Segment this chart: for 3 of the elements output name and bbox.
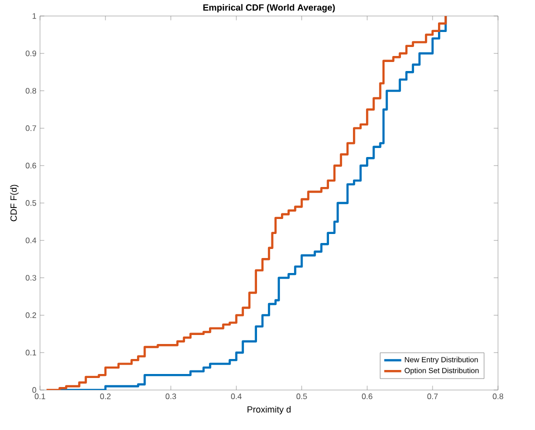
chart-title: Empirical CDF (World Average) [203,4,335,12]
x-axis-title: Proximity d [248,406,291,414]
y-axis-title: CDF F(d) [10,184,19,222]
